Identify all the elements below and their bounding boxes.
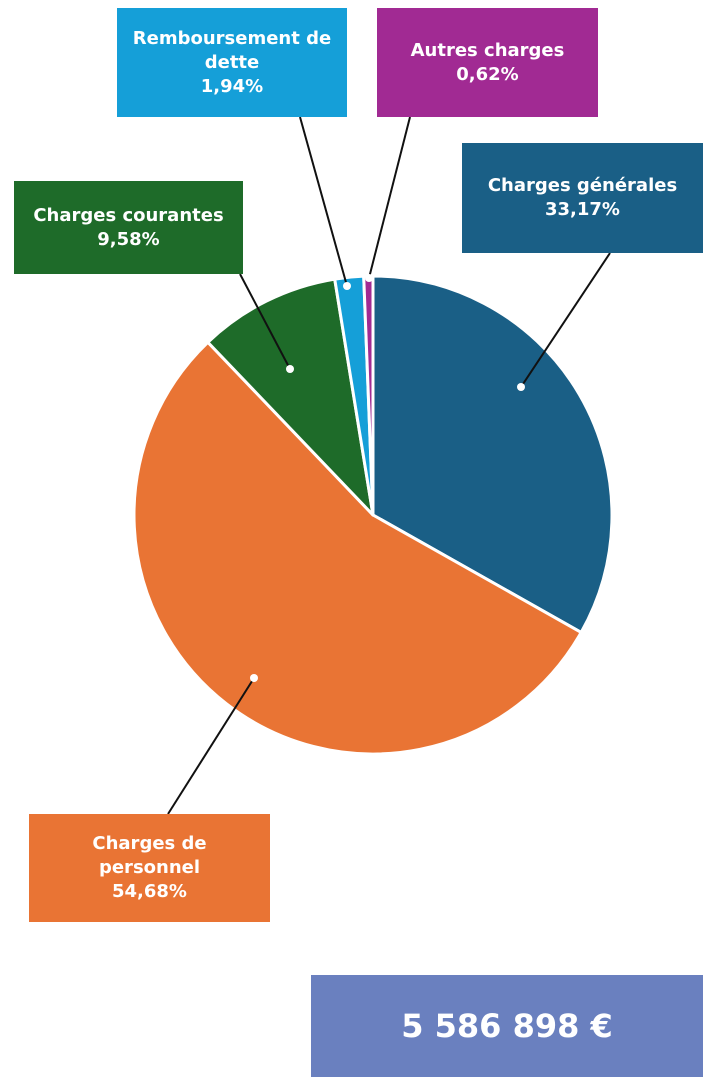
- label-box: Charges de personnel 54,68%: [29, 814, 270, 922]
- pie-slice: [371, 274, 614, 634]
- label-box: Charges générales 33,17%: [462, 143, 703, 253]
- label-box: Charges courantes 9,58%: [14, 181, 243, 274]
- slice-name: Autres charges: [410, 39, 565, 61]
- slice-name: Remboursement de dette: [132, 27, 332, 73]
- total: 5 586 898 €: [311, 975, 703, 1077]
- slice-value: 54,68%: [112, 881, 187, 902]
- leader-dot: [343, 282, 351, 290]
- leader-line: [368, 116, 411, 279]
- leader-line: [520, 252, 611, 388]
- pie-slice: [132, 340, 583, 756]
- pie-slice: [206, 277, 375, 517]
- leader-dot: [286, 365, 294, 373]
- slice-value: 0,62%: [456, 63, 519, 85]
- leader-line: [167, 677, 255, 815]
- slice-name: Charges courantes: [33, 204, 224, 226]
- leader-dot: [365, 274, 373, 282]
- leader-line: [239, 273, 291, 370]
- leader-dot: [250, 674, 258, 682]
- slice-name: Charges de personnel: [92, 833, 207, 878]
- slice-value: 9,58%: [97, 228, 160, 250]
- slice-value: 33,17%: [545, 199, 620, 220]
- leader-line: [299, 116, 348, 287]
- label-box: Remboursement de dette 1,94%: [117, 8, 347, 117]
- slice-value: 1,94%: [200, 75, 264, 97]
- label-box: Autres charges 0,62%: [377, 8, 598, 117]
- leader-dot: [517, 383, 525, 391]
- slice-name: Charges générales: [487, 175, 678, 196]
